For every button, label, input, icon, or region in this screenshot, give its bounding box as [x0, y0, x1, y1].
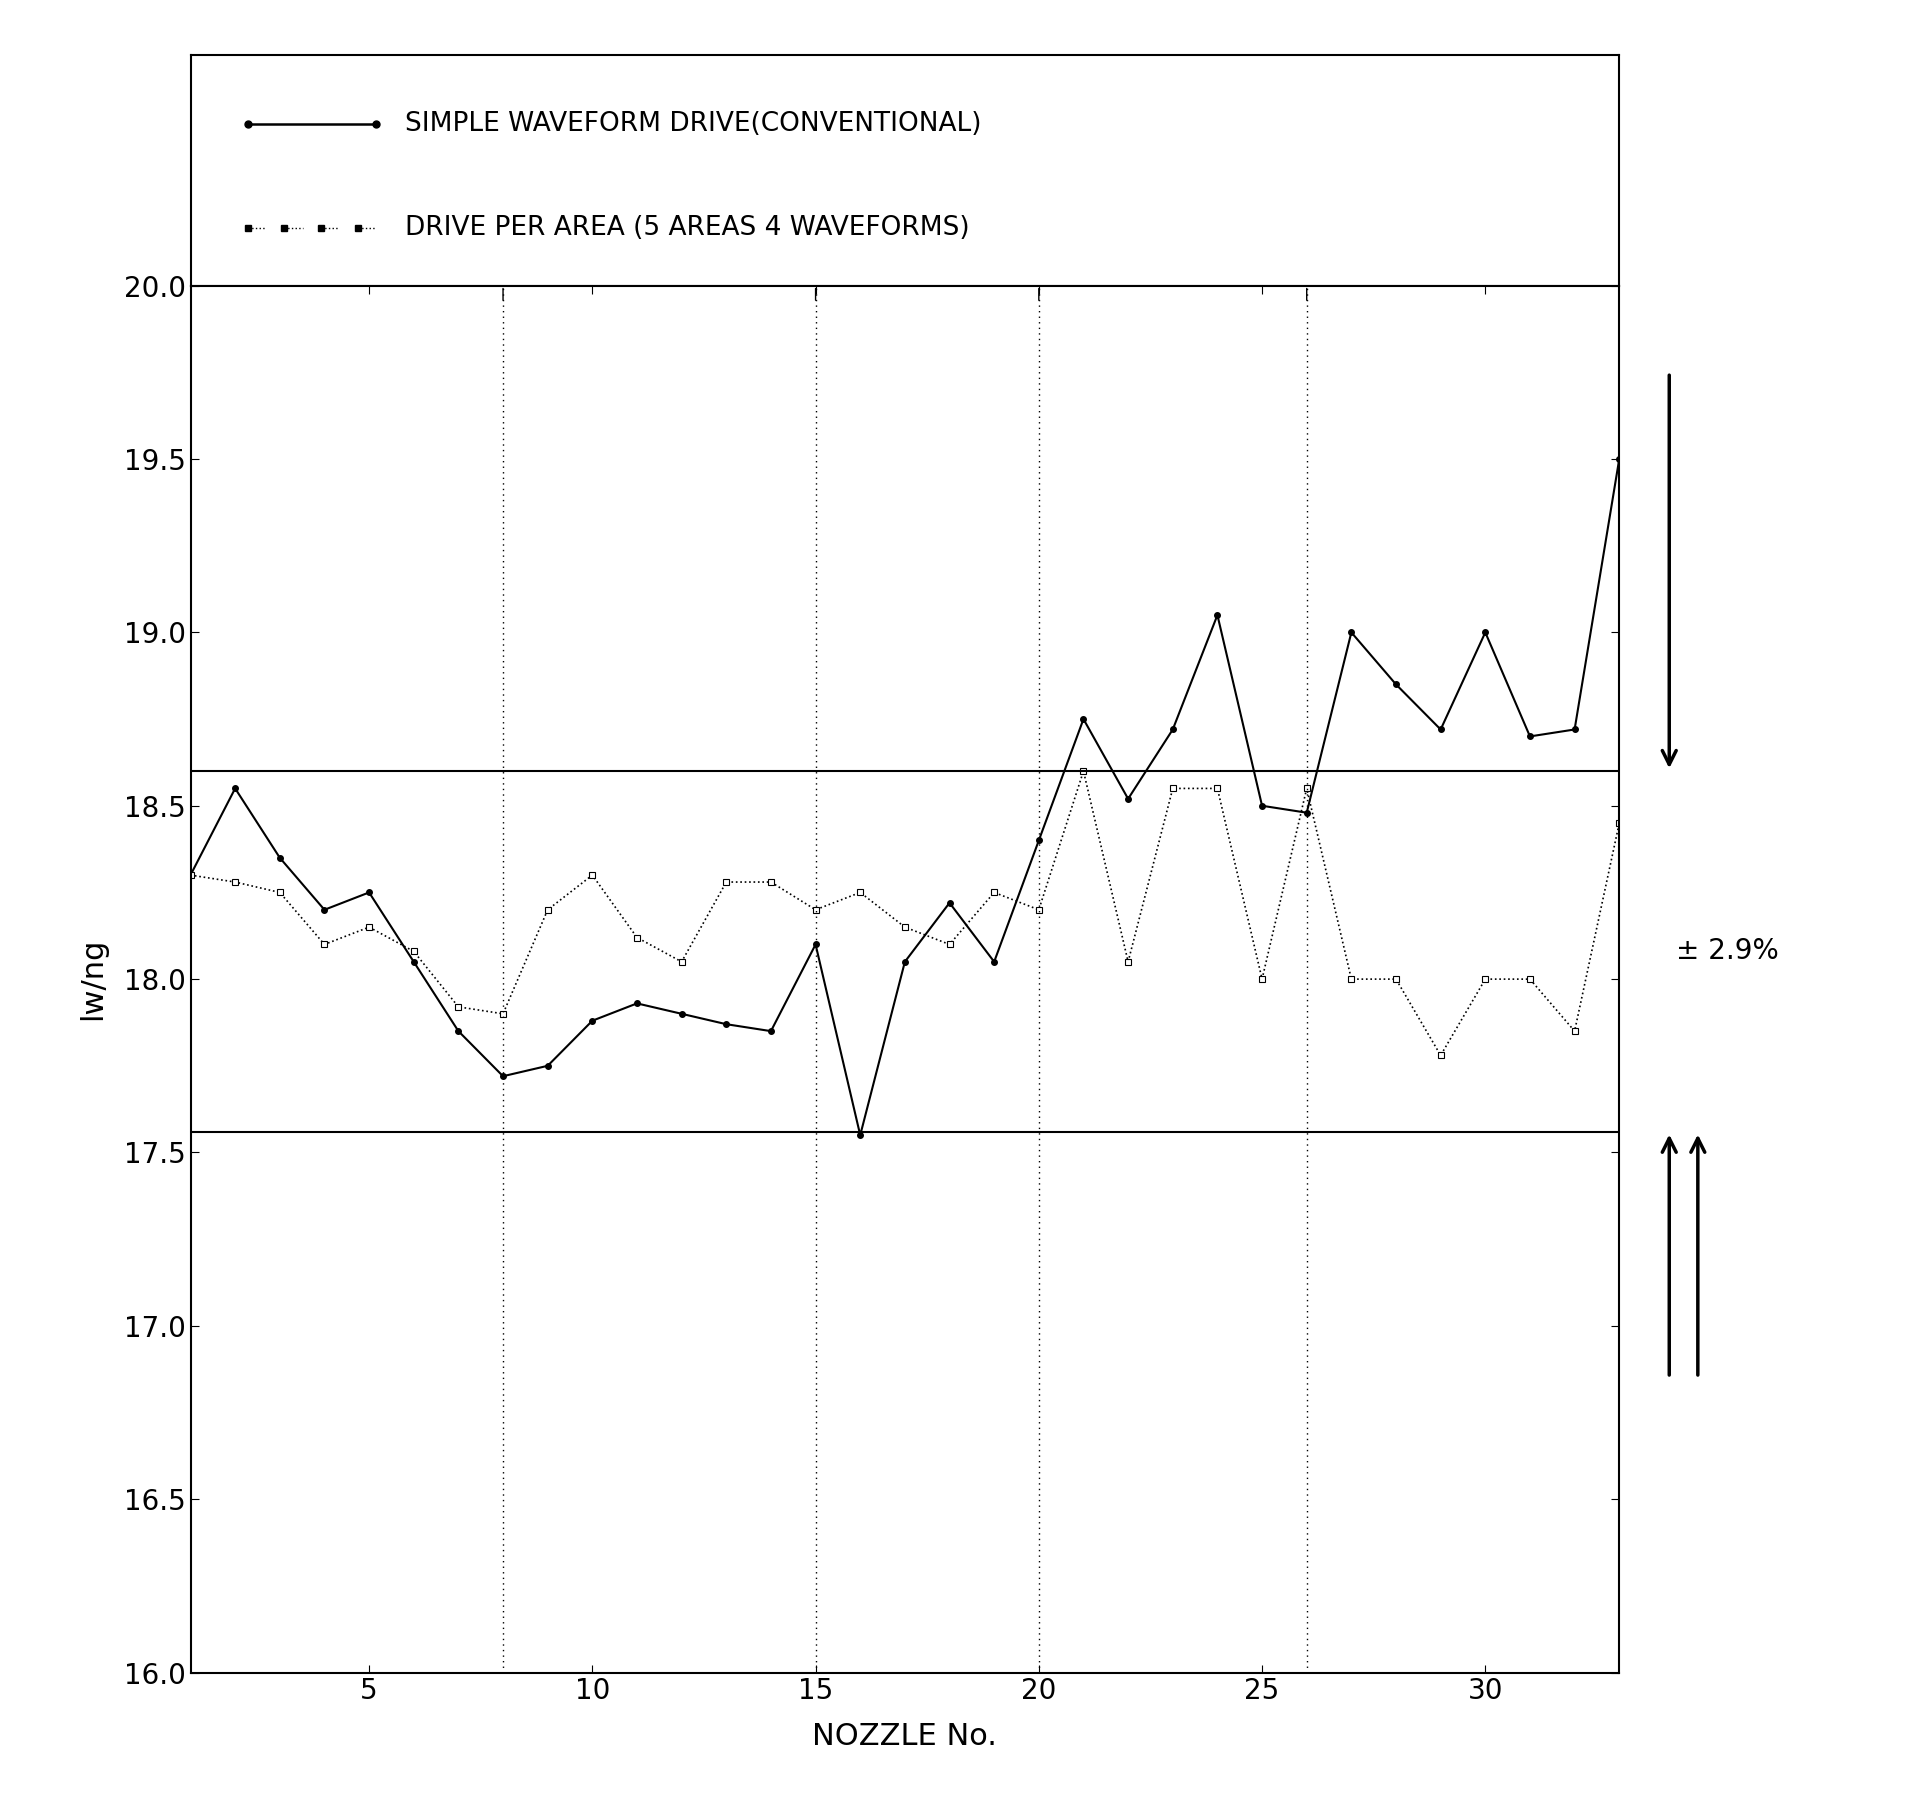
Text: DRIVE PER AREA (5 AREAS 4 WAVEFORMS): DRIVE PER AREA (5 AREAS 4 WAVEFORMS)	[404, 215, 970, 242]
Text: SIMPLE WAVEFORM DRIVE(CONVENTIONAL): SIMPLE WAVEFORM DRIVE(CONVENTIONAL)	[404, 111, 981, 136]
Y-axis label: lw/ng: lw/ng	[78, 938, 107, 1020]
X-axis label: NOZZLE No.: NOZZLE No.	[812, 1722, 998, 1751]
Text: ± 2.9%: ± 2.9%	[1676, 938, 1779, 965]
